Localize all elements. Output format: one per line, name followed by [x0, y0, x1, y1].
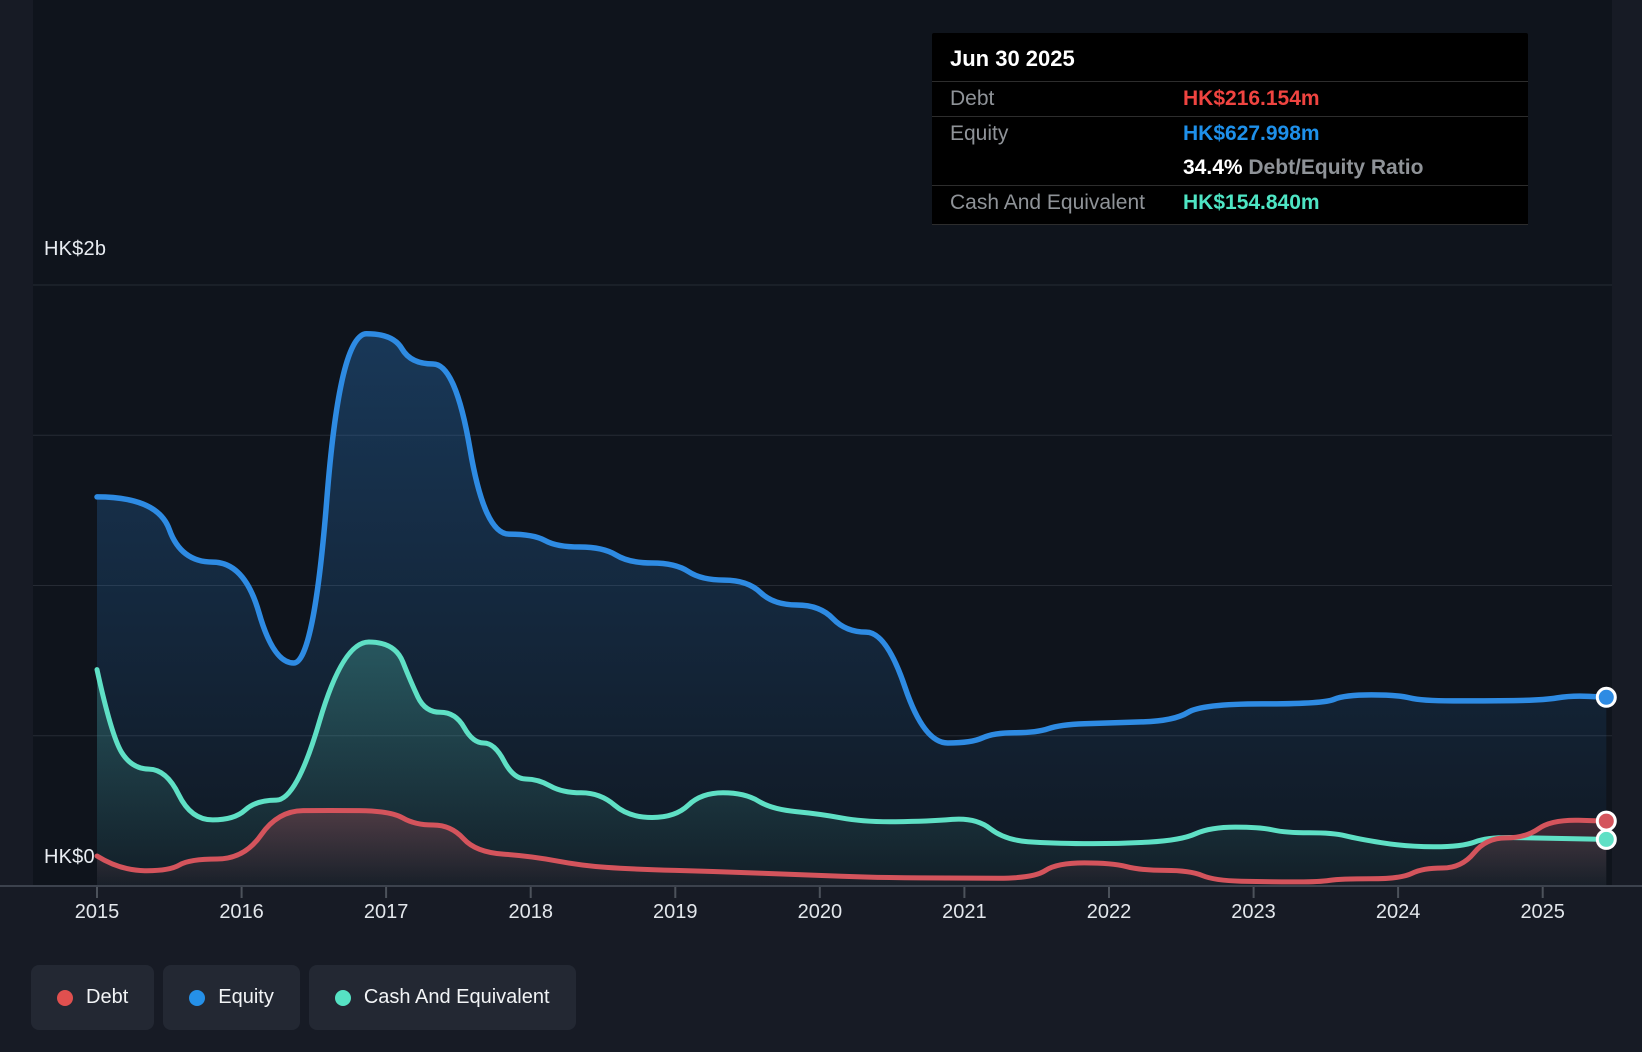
legend-equity-label: Equity	[218, 986, 274, 1008]
legend-cash-label: Cash And Equivalent	[363, 986, 550, 1008]
x-axis-tick-label: 2020	[797, 901, 843, 923]
tooltip-equity-value: HK$627.998m	[1183, 122, 1320, 145]
legend-item-equity[interactable]: Equity	[163, 965, 300, 1030]
debt-dot-icon	[57, 989, 73, 1006]
tooltip-cash-value: HK$154.840m	[1183, 191, 1320, 214]
x-axis-tick-label: 2015	[74, 901, 120, 923]
equity-dot-icon	[189, 989, 206, 1006]
cash-dot-icon	[334, 989, 351, 1006]
tooltip-card: Jun 30 2025 Debt HK$216.154m Equity HK$6…	[932, 33, 1528, 225]
debt-endpoint-marker[interactable]	[1595, 810, 1617, 832]
y-axis-label-2b: HK$2b	[44, 238, 107, 260]
tooltip-row-ratio: 34.4% Debt/Equity Ratio	[932, 151, 1528, 185]
y-axis-label-0: HK$0	[44, 846, 95, 868]
x-axis-tick-label: 2016	[219, 901, 264, 923]
debt-line[interactable]	[94, 807, 1609, 885]
tooltip-ratio-label: Debt/Equity Ratio	[1248, 156, 1424, 179]
legend-item-debt[interactable]: Debt	[31, 965, 155, 1030]
x-axis-tick-label: 2018	[508, 901, 553, 923]
tooltip-row-equity: Equity HK$627.998m	[932, 116, 1528, 151]
tooltip-row-cash: Cash And Equivalent HK$154.840m	[932, 185, 1528, 225]
equity-line[interactable]	[94, 330, 1610, 746]
tooltip-ratio: 34.4% Debt/Equity Ratio	[1183, 156, 1510, 180]
tooltip-equity-label: Equity	[950, 122, 1009, 145]
legend: Debt Equity Cash And Equivalent	[31, 965, 576, 1030]
equity-endpoint-marker[interactable]	[1595, 686, 1617, 708]
tooltip-row-debt: Debt HK$216.154m	[932, 81, 1528, 116]
debt-area	[97, 810, 1607, 886]
legend-item-cash[interactable]: Cash And Equivalent	[308, 965, 576, 1030]
tooltip-date: Jun 30 2025	[950, 46, 1075, 71]
x-axis-tick-label: 2023	[1231, 901, 1276, 923]
tooltip-cash-label: Cash And Equivalent	[950, 191, 1145, 214]
x-axis-tick-label: 2017	[363, 901, 409, 923]
x-axis-tick-label: 2025	[1520, 901, 1565, 923]
legend-debt-label: Debt	[86, 986, 129, 1008]
tooltip-ratio-value: 34.4%	[1183, 156, 1243, 179]
cash-and-equivalent-endpoint-marker[interactable]	[1595, 828, 1617, 850]
cash-and-equivalent-line[interactable]	[94, 639, 1609, 850]
x-axis-tick-label: 2021	[942, 901, 987, 923]
x-axis-tick-label: 2024	[1375, 901, 1421, 923]
x-axis-tick-label: 2022	[1086, 901, 1132, 923]
cash-and-equivalent-area	[97, 642, 1607, 886]
x-axis-tick-label: 2019	[653, 901, 698, 923]
tooltip-debt-value: HK$216.154m	[1183, 87, 1320, 110]
tooltip-debt-label: Debt	[950, 87, 995, 110]
